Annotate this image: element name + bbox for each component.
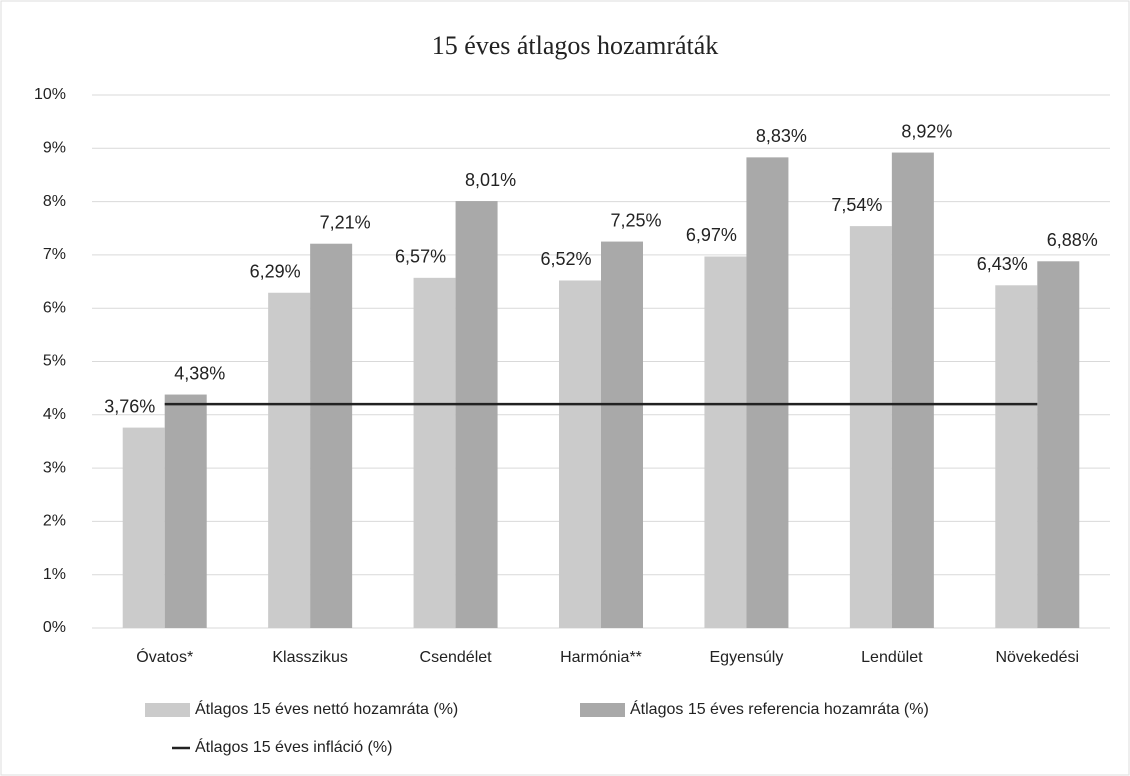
data-label: 6,43% [977,254,1028,274]
y-tick-label: 1% [43,566,66,583]
bar [601,241,643,628]
data-label: 8,83% [756,126,807,146]
y-tick-label: 5% [43,353,66,370]
x-tick-label: Csendélet [420,649,493,666]
legend-swatch [145,703,190,717]
bar [1037,261,1080,628]
bar [995,285,1038,628]
data-label: 4,38% [174,363,225,383]
bar [413,277,456,628]
x-tick-label: Óvatos* [136,647,193,666]
data-label: 6,97% [686,225,737,245]
legend-label: Átlagos 15 éves infláció (%) [195,737,392,756]
data-label: 8,92% [901,121,952,141]
y-tick-label: 8% [43,193,66,210]
bar [891,152,934,628]
bar [559,280,601,628]
legend-swatch [580,703,625,717]
x-tick-label: Növekedési [995,649,1079,666]
y-tick-label: 10% [34,86,66,103]
data-label: 6,57% [395,247,446,267]
data-label: 7,54% [831,195,882,215]
bar [704,256,747,628]
data-label: 6,88% [1047,230,1098,250]
bar [122,427,165,628]
bar [268,292,311,628]
x-tick-label: Harmónia** [560,649,642,666]
y-tick-label: 2% [43,513,66,530]
data-label: 3,76% [104,396,155,416]
data-label: 7,25% [610,210,661,230]
data-label: 6,29% [250,261,301,281]
x-tick-label: Egyensúly [710,649,784,666]
legend-label: Átlagos 15 éves referencia hozamráta (%) [630,699,929,718]
chart-title: 15 éves átlagos hozamráták [432,31,719,60]
x-tick-label: Klasszikus [272,649,348,666]
bar [310,243,353,628]
bar [746,157,789,628]
data-label: 6,52% [540,249,591,269]
bar [164,394,207,628]
y-tick-label: 3% [43,459,66,476]
y-tick-label: 7% [43,246,66,263]
bar [849,226,892,629]
data-label: 7,21% [320,212,371,232]
y-tick-label: 4% [43,406,66,423]
data-label: 8,01% [465,170,516,190]
y-tick-label: 6% [43,299,66,316]
bar [455,201,498,628]
y-tick-label: 0% [43,619,66,636]
legend-label: Átlagos 15 éves nettó hozamráta (%) [195,699,458,718]
x-tick-label: Lendület [861,649,923,666]
y-tick-label: 9% [43,140,66,157]
